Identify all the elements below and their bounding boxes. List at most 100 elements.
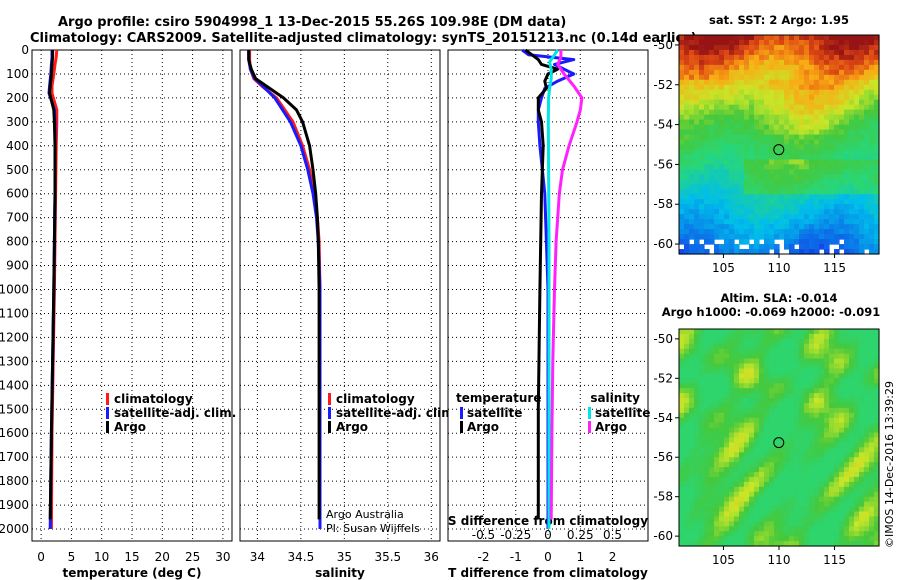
sla_map-cell bbox=[689, 521, 695, 527]
sst_map-cell bbox=[789, 74, 795, 81]
sla_map-cell bbox=[719, 526, 725, 532]
sst_map-cell bbox=[809, 64, 815, 71]
sst_map-cell bbox=[714, 174, 720, 180]
sst_map-cell bbox=[849, 244, 855, 250]
sst_map-cell bbox=[739, 74, 745, 81]
sla_map-cell bbox=[744, 476, 750, 483]
sst_map-cell bbox=[744, 109, 750, 116]
sst_map-cell bbox=[779, 79, 785, 86]
sla_map-cell bbox=[834, 368, 840, 374]
sst_map-cell bbox=[679, 114, 685, 121]
sst_map-cell bbox=[844, 79, 850, 86]
sst_map-cell bbox=[774, 59, 780, 66]
sla_map-cell bbox=[739, 358, 745, 365]
sst_map-cell bbox=[779, 39, 785, 46]
sst_map-cell bbox=[759, 134, 765, 141]
sst_map-cell bbox=[769, 239, 775, 245]
sst_map-cell bbox=[819, 39, 825, 46]
sla_map-cell bbox=[684, 476, 690, 483]
sla_map-cell bbox=[739, 348, 745, 355]
sla_map-cell bbox=[854, 457, 860, 463]
sla_map-cell bbox=[834, 353, 840, 360]
sla_map-cell bbox=[739, 417, 745, 424]
sst_map-cell bbox=[754, 159, 760, 166]
sst_map-cell bbox=[779, 159, 785, 166]
sla_map-cell bbox=[784, 476, 790, 483]
sst_map-cell bbox=[784, 189, 790, 195]
sla_map-cell bbox=[804, 402, 810, 409]
sst_map-cell bbox=[749, 189, 755, 195]
sla_map-cell bbox=[864, 422, 870, 429]
sla_map-cell bbox=[734, 383, 740, 389]
sst_map-cell bbox=[719, 124, 725, 131]
sst_map-cell bbox=[859, 84, 865, 91]
sla_map-cell bbox=[804, 412, 810, 419]
sla_map-cell bbox=[774, 526, 780, 532]
sst_map-cell bbox=[749, 199, 755, 205]
sst_map-cell bbox=[779, 129, 785, 136]
sst_map-cell bbox=[834, 129, 840, 136]
sla_map-cell bbox=[739, 383, 745, 389]
sla_map-cell bbox=[824, 506, 830, 513]
sla_map-cell bbox=[809, 501, 815, 508]
sst_map-cell bbox=[704, 204, 710, 210]
sla_map-cell bbox=[744, 442, 750, 448]
sla_map-cell bbox=[714, 353, 720, 360]
sla_map-cell bbox=[684, 521, 690, 527]
sla_map-cell bbox=[729, 521, 735, 527]
sst_map-cell bbox=[744, 35, 750, 41]
sla_map-cell bbox=[844, 393, 850, 399]
sst_map-cell bbox=[804, 169, 810, 175]
sst_map-cell bbox=[739, 209, 745, 215]
sla_map-cell bbox=[799, 329, 805, 335]
sst_map-cell bbox=[684, 59, 690, 66]
sla_map-cell bbox=[749, 329, 755, 335]
sst_map-cell bbox=[829, 219, 835, 225]
sla_map-cell bbox=[739, 398, 745, 404]
sla_map-cell bbox=[804, 447, 810, 453]
sst_map-cell bbox=[814, 109, 820, 116]
sla_map-cell bbox=[874, 467, 880, 473]
sst_map-cell bbox=[809, 74, 815, 81]
sla_map-cell bbox=[819, 462, 825, 468]
sla_map-cell bbox=[814, 442, 820, 448]
sla_map-cell bbox=[804, 363, 810, 370]
sst_map-cell bbox=[704, 184, 710, 190]
sla_map-cell bbox=[814, 516, 820, 522]
sla_map-cell bbox=[874, 353, 880, 360]
sst_map-cell bbox=[784, 239, 790, 245]
sst_map-cell bbox=[839, 35, 845, 41]
sla_map-cell bbox=[829, 348, 835, 355]
sla_map-cell bbox=[704, 329, 710, 335]
sla_map-cell bbox=[754, 511, 760, 518]
sla_map-cell bbox=[719, 329, 725, 335]
sla_map-cell bbox=[704, 496, 710, 503]
sla_map-cell bbox=[789, 506, 795, 513]
sst_map-cell bbox=[869, 129, 875, 136]
sla_map-cell bbox=[719, 472, 725, 478]
sla_map-cell bbox=[819, 467, 825, 473]
sst_map-cell bbox=[839, 199, 845, 205]
sst_map-cell bbox=[754, 209, 760, 215]
sla_map-cell bbox=[689, 476, 695, 483]
sla_map-cell bbox=[864, 378, 870, 384]
sst_map-cell bbox=[679, 59, 685, 66]
sst_map-cell bbox=[774, 104, 780, 111]
sst_map-cell bbox=[699, 159, 705, 166]
sst_map-cell bbox=[714, 84, 720, 91]
sst_map-cell bbox=[759, 129, 765, 136]
sla_map-cell bbox=[714, 329, 720, 335]
sst_map-cell bbox=[759, 109, 765, 116]
sst_map-cell bbox=[774, 174, 780, 180]
sla_map-cell bbox=[784, 526, 790, 532]
sst_map-cell bbox=[799, 39, 805, 46]
sla_map-cell bbox=[834, 447, 840, 453]
sla_map-cell bbox=[754, 452, 760, 458]
sst_map-cell bbox=[849, 184, 855, 190]
sst_map-cell bbox=[699, 179, 705, 185]
sst_map-cell bbox=[734, 39, 740, 46]
sla_map-cell bbox=[794, 373, 800, 379]
sst_map-cell bbox=[809, 244, 815, 250]
sst_map-cell bbox=[844, 159, 850, 166]
sst_map-cell bbox=[819, 139, 825, 146]
